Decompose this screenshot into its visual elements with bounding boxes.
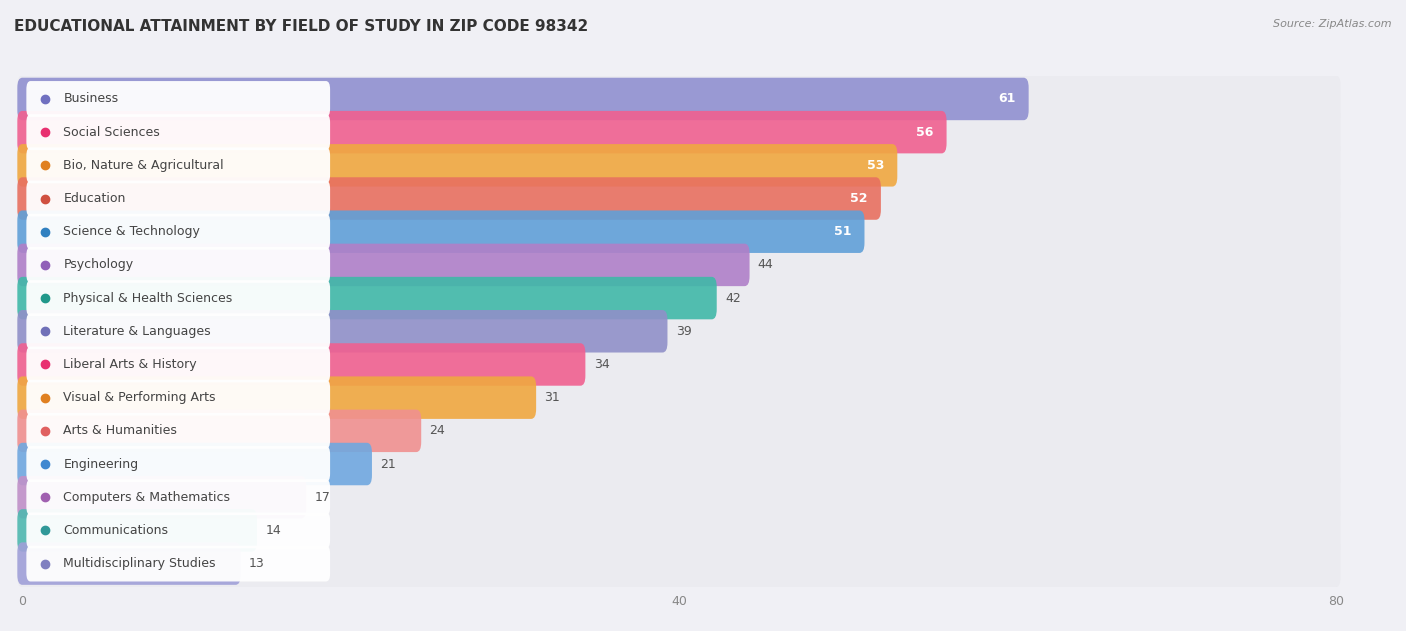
FancyBboxPatch shape (27, 148, 330, 183)
FancyBboxPatch shape (17, 540, 1340, 587)
Text: Source: ZipAtlas.com: Source: ZipAtlas.com (1274, 19, 1392, 29)
FancyBboxPatch shape (17, 543, 240, 585)
Text: 14: 14 (266, 524, 281, 537)
Text: 13: 13 (249, 557, 264, 570)
Text: Science & Technology: Science & Technology (63, 225, 200, 239)
FancyBboxPatch shape (17, 211, 865, 253)
FancyBboxPatch shape (27, 280, 330, 316)
FancyBboxPatch shape (17, 109, 1340, 156)
FancyBboxPatch shape (17, 177, 882, 220)
Text: Engineering: Engineering (63, 457, 138, 471)
FancyBboxPatch shape (27, 314, 330, 349)
FancyBboxPatch shape (17, 343, 585, 386)
Text: 53: 53 (868, 159, 884, 172)
FancyBboxPatch shape (17, 443, 373, 485)
FancyBboxPatch shape (17, 308, 1340, 355)
FancyBboxPatch shape (27, 480, 330, 515)
FancyBboxPatch shape (27, 114, 330, 150)
Text: EDUCATIONAL ATTAINMENT BY FIELD OF STUDY IN ZIP CODE 98342: EDUCATIONAL ATTAINMENT BY FIELD OF STUDY… (14, 19, 588, 34)
FancyBboxPatch shape (17, 476, 307, 519)
FancyBboxPatch shape (17, 407, 1340, 454)
Text: Multidisciplinary Studies: Multidisciplinary Studies (63, 557, 215, 570)
FancyBboxPatch shape (17, 509, 257, 551)
FancyBboxPatch shape (27, 247, 330, 283)
Text: 31: 31 (544, 391, 560, 404)
FancyBboxPatch shape (17, 78, 1029, 120)
FancyBboxPatch shape (17, 374, 1340, 422)
Text: Business: Business (63, 93, 118, 105)
Text: Visual & Performing Arts: Visual & Performing Arts (63, 391, 215, 404)
FancyBboxPatch shape (17, 144, 897, 187)
FancyBboxPatch shape (27, 214, 330, 250)
Text: 61: 61 (998, 93, 1015, 105)
FancyBboxPatch shape (17, 474, 1340, 521)
FancyBboxPatch shape (17, 175, 1340, 222)
FancyBboxPatch shape (17, 440, 1340, 488)
Text: 34: 34 (593, 358, 609, 371)
FancyBboxPatch shape (27, 413, 330, 449)
FancyBboxPatch shape (17, 111, 946, 153)
FancyBboxPatch shape (17, 75, 1340, 122)
FancyBboxPatch shape (17, 241, 1340, 288)
Text: Computers & Mathematics: Computers & Mathematics (63, 491, 231, 504)
FancyBboxPatch shape (27, 380, 330, 416)
FancyBboxPatch shape (27, 180, 330, 216)
Text: 21: 21 (380, 457, 396, 471)
FancyBboxPatch shape (27, 346, 330, 382)
Text: Bio, Nature & Agricultural: Bio, Nature & Agricultural (63, 159, 224, 172)
Text: 51: 51 (834, 225, 852, 239)
FancyBboxPatch shape (17, 341, 1340, 388)
FancyBboxPatch shape (17, 244, 749, 286)
Text: Psychology: Psychology (63, 259, 134, 271)
FancyBboxPatch shape (17, 277, 717, 319)
FancyBboxPatch shape (27, 512, 330, 548)
FancyBboxPatch shape (27, 546, 330, 582)
Text: 24: 24 (429, 424, 446, 437)
FancyBboxPatch shape (17, 310, 668, 353)
FancyBboxPatch shape (17, 507, 1340, 554)
Text: 52: 52 (851, 192, 868, 205)
Text: Literature & Languages: Literature & Languages (63, 325, 211, 338)
FancyBboxPatch shape (17, 208, 1340, 256)
FancyBboxPatch shape (17, 142, 1340, 189)
FancyBboxPatch shape (17, 377, 536, 419)
Text: 42: 42 (725, 292, 741, 305)
Text: 44: 44 (758, 259, 773, 271)
FancyBboxPatch shape (27, 446, 330, 482)
FancyBboxPatch shape (17, 274, 1340, 322)
Text: 56: 56 (917, 126, 934, 139)
Text: Liberal Arts & History: Liberal Arts & History (63, 358, 197, 371)
Text: Arts & Humanities: Arts & Humanities (63, 424, 177, 437)
Text: Social Sciences: Social Sciences (63, 126, 160, 139)
FancyBboxPatch shape (27, 81, 330, 117)
Text: Communications: Communications (63, 524, 169, 537)
FancyBboxPatch shape (17, 410, 422, 452)
Text: Physical & Health Sciences: Physical & Health Sciences (63, 292, 232, 305)
Text: 17: 17 (315, 491, 330, 504)
Text: 39: 39 (676, 325, 692, 338)
Text: Education: Education (63, 192, 125, 205)
